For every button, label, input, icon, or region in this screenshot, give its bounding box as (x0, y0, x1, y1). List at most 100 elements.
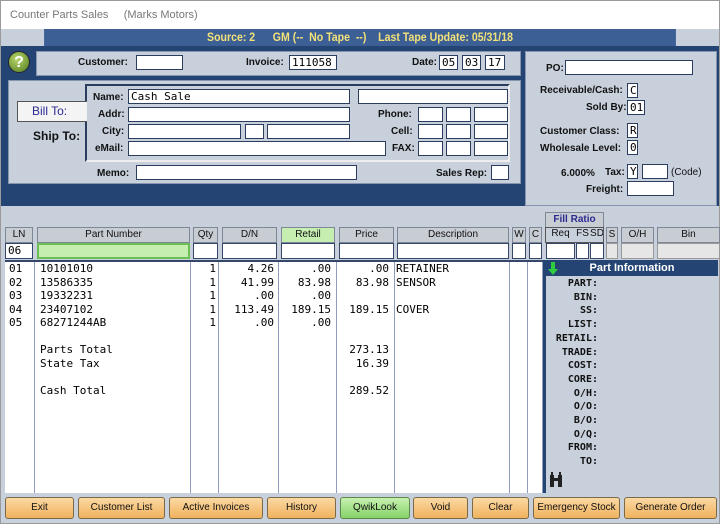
column-divider (509, 262, 510, 493)
date-month-input[interactable]: 05 (439, 55, 458, 70)
part-info-label: SS: (579, 305, 598, 317)
entry-c-input[interactable] (529, 243, 542, 259)
freight-input[interactable] (627, 181, 674, 196)
phone-input-3[interactable] (474, 107, 508, 122)
cell-dn: 4.26 (247, 262, 275, 275)
tab-ship-to[interactable]: Ship To: (33, 129, 81, 143)
tab-bill-to[interactable]: Bill To: (17, 101, 87, 122)
invoice-input[interactable]: 111058 (289, 55, 337, 70)
qwiklook-button[interactable]: QwikLook (340, 497, 410, 519)
column-header-sd[interactable]: SD (590, 228, 604, 239)
phone-label: Phone: (378, 109, 412, 120)
city-label: City: (102, 126, 125, 137)
entry-desc-input[interactable] (397, 243, 509, 259)
entry-dn-input[interactable] (222, 243, 277, 259)
column-header-bin[interactable]: Bin (657, 227, 720, 243)
cell-dn: .00 (254, 289, 274, 303)
phone-input-1[interactable] (418, 107, 443, 122)
entry-req-input[interactable] (546, 243, 575, 259)
zip-input[interactable] (267, 124, 350, 139)
column-header-oh[interactable]: O/H (621, 227, 654, 243)
tax-code-input[interactable] (642, 164, 668, 179)
name-input[interactable]: Cash Sale (128, 89, 350, 104)
po-input[interactable] (565, 60, 693, 75)
invoice-label: Invoice: (246, 57, 284, 68)
down-arrow-icon[interactable] (548, 262, 558, 275)
part-information-title: Part Information (546, 261, 718, 276)
receivable-label: Receivable/Cash: (540, 85, 623, 96)
entry-retail-input[interactable] (281, 243, 335, 259)
column-divider (336, 262, 337, 493)
column-header-w[interactable]: W (512, 227, 526, 243)
state-input[interactable] (245, 124, 264, 139)
column-header-price[interactable]: Price (339, 227, 394, 243)
email-input[interactable] (128, 141, 386, 156)
entry-ln-input[interactable]: 06 (5, 243, 33, 259)
column-header-part[interactable]: Part Number (37, 227, 190, 243)
column-header-s[interactable]: S (606, 227, 618, 243)
entry-bin-input[interactable] (657, 243, 720, 259)
cell-ln: 04 (9, 302, 23, 316)
entry-qty-input[interactable] (193, 243, 218, 259)
wholesale-input[interactable]: 0 (627, 140, 638, 155)
city-input[interactable] (128, 124, 241, 139)
customer-class-input[interactable]: R (627, 123, 638, 138)
name2-input[interactable] (358, 89, 508, 104)
entry-oh-input[interactable] (621, 243, 654, 259)
memo-input[interactable] (136, 165, 357, 180)
addr-input[interactable] (128, 107, 350, 122)
part-info-label: TO: (579, 456, 598, 468)
fax-input-3[interactable] (474, 141, 508, 156)
entry-part-input[interactable] (37, 243, 190, 259)
cell-input-1[interactable] (418, 124, 443, 139)
cell-input-3[interactable] (474, 124, 508, 139)
part-information-panel (543, 260, 718, 493)
column-header-retail[interactable]: Retail (281, 227, 335, 243)
part-info-label: O/O: (573, 401, 598, 413)
column-header-ln[interactable]: LN (5, 227, 33, 243)
exit-button[interactable]: Exit (5, 497, 74, 519)
cell-input-2[interactable] (446, 124, 471, 139)
tax-input[interactable]: Y (627, 164, 638, 179)
cell-qty: 1 (209, 262, 216, 275)
column-header-desc[interactable]: Description (397, 227, 509, 243)
binoculars-icon[interactable] (549, 472, 563, 488)
column-header-dn[interactable]: D/N (222, 227, 277, 243)
help-question-icon[interactable]: ? (8, 51, 30, 73)
fax-input-1[interactable] (418, 141, 443, 156)
emergency-stock-button[interactable]: Emergency Stock (533, 497, 620, 519)
clear-button[interactable]: Clear (472, 497, 529, 519)
sold-by-input[interactable]: 01 (627, 100, 645, 115)
sales-rep-input[interactable] (491, 165, 509, 180)
column-header-qty[interactable]: Qty (193, 227, 218, 243)
column-divider (218, 262, 219, 493)
column-divider (394, 262, 395, 493)
cell-price: 189.15 (349, 302, 389, 316)
total-label: Cash Total (40, 384, 107, 397)
column-header-req[interactable]: Req (551, 228, 570, 239)
cell-ln: 01 (9, 262, 23, 275)
active-invoices-button[interactable]: Active Invoices (169, 497, 263, 519)
column-header-fs[interactable]: FS (576, 228, 589, 239)
cell-desc: RETAINER (396, 262, 449, 275)
phone-input-2[interactable] (446, 107, 471, 122)
entry-price-input[interactable] (339, 243, 394, 259)
line-items-grid[interactable] (5, 260, 543, 493)
entry-w-input[interactable] (512, 243, 526, 259)
date-day-input[interactable]: 03 (462, 55, 481, 70)
right-panel (525, 51, 717, 206)
entry-s-input[interactable] (606, 243, 618, 259)
customer-input[interactable] (136, 55, 183, 70)
history-button[interactable]: History (267, 497, 336, 519)
code-label: (Code) (671, 167, 702, 178)
receivable-input[interactable]: C (627, 83, 638, 98)
generate-order-button[interactable]: Generate Order (624, 497, 717, 519)
customer-list-button[interactable]: Customer List (78, 497, 165, 519)
entry-fs-input[interactable] (576, 243, 589, 259)
fax-input-2[interactable] (446, 141, 471, 156)
date-year-input[interactable]: 17 (485, 55, 505, 70)
void-button[interactable]: Void (413, 497, 468, 519)
entry-sd-input[interactable] (590, 243, 604, 259)
total-label: Parts Total (40, 343, 113, 356)
column-header-c[interactable]: C (529, 227, 542, 243)
